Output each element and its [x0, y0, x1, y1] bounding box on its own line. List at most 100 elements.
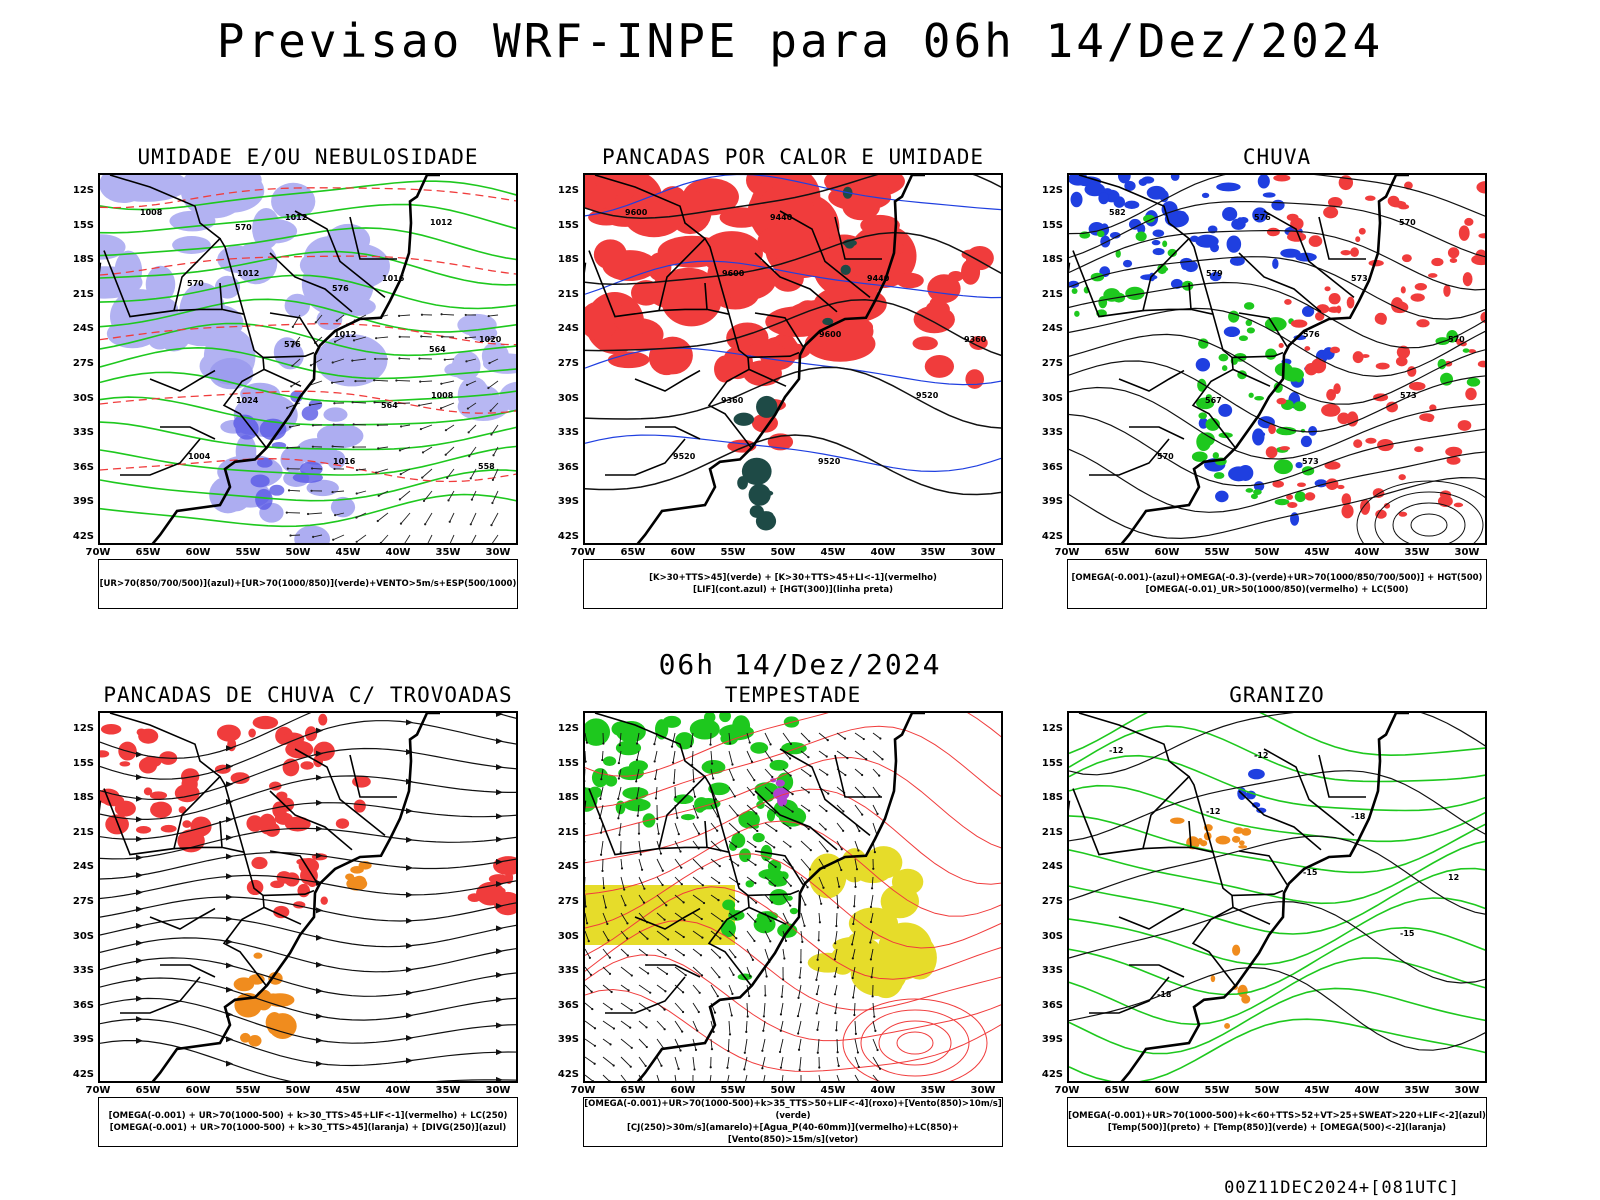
- panel-tempestade: TEMPESTADE 12S 15S 18S 21S 24S 27S 30S 33S 36S 39S…: [558, 683, 1013, 1153]
- lat-tick-label: 12S: [1041, 185, 1063, 196]
- main-title: Previsao WRF-INPE para 06h 14/Dez/2024: [216, 14, 1384, 68]
- low-rings-red: [842, 998, 988, 1081]
- map-graphic: 1008 1012 1012 1008 1004 1012 1016 1020 1024 1016…: [100, 175, 516, 543]
- contour-label: 1008: [140, 208, 163, 217]
- legend-box: [UR>70(850/700/500)](azul)+[UR>70(1000/8…: [98, 559, 518, 609]
- contour-label: 1004: [188, 452, 211, 461]
- map-graphic: -12 -12 -15 -15 -18 -12 -18 12: [1069, 713, 1485, 1081]
- lon-tick-label: 45W: [1304, 1085, 1330, 1096]
- lon-tick-label: 65W: [135, 547, 161, 558]
- political-borders: [1072, 175, 1366, 476]
- panel-pancadas-calor: PANCADAS POR CALOR E UMIDADE 9600 9600 9600…: [558, 145, 1013, 615]
- political-borders: [588, 713, 882, 1014]
- contour-label: -12: [1206, 807, 1220, 816]
- lon-tick-label: 55W: [235, 1085, 261, 1096]
- height-500-contours: [1069, 175, 1485, 540]
- contour-label: 1016: [333, 457, 356, 466]
- lat-tick-label: 12S: [72, 185, 94, 196]
- contour-label: 9520: [916, 391, 939, 400]
- panel-title: PANCADAS POR CALOR E UMIDADE: [601, 145, 984, 169]
- thickness-contours: [100, 187, 516, 483]
- lon-tick-label: 45W: [820, 547, 846, 558]
- contour-label: 564: [381, 401, 398, 410]
- lon-tick-label: 60W: [670, 547, 696, 558]
- map-frame: 582 579 576 573 570 576 573 570 567 573 570: [1067, 173, 1487, 545]
- lat-tick-label: 42S: [557, 531, 579, 542]
- lon-tick-label: 70W: [1054, 1085, 1080, 1096]
- contour-label: 567: [1205, 396, 1222, 405]
- contour-label: 579: [1206, 269, 1223, 278]
- map-graphic: 9600 9600 9600 9520 9520 9440 9440 9360 9360 9520: [585, 175, 1001, 543]
- lat-tick-label: 39S: [72, 496, 94, 508]
- contour-label: 9440: [770, 213, 793, 222]
- contour-label: -15: [1400, 929, 1415, 938]
- lat-tick-label: 18S: [1041, 254, 1063, 266]
- coastline: [585, 713, 925, 1081]
- lat-tick-label: 12S: [557, 723, 579, 734]
- instability-red-east: [889, 242, 994, 309]
- hail-orange-area: [1170, 817, 1252, 850]
- contour-label: 9360: [721, 396, 744, 405]
- legend-line: [UR>70(850/700/500)](azul)+[UR>70(1000/8…: [99, 579, 517, 589]
- lat-tick-label: 42S: [1041, 531, 1063, 542]
- lon-tick-label: 30W: [1454, 547, 1480, 558]
- lat-tick-label: 18S: [72, 254, 94, 266]
- lon-tick-label: 55W: [720, 1085, 746, 1096]
- lat-tick-label: 42S: [72, 1069, 94, 1080]
- lat-tick-label: 24S: [1041, 323, 1063, 335]
- legend-line: [OMEGA(-0.001)+UR>70(1000-500)+k<60+TTS>…: [1068, 1111, 1486, 1121]
- lon-tick-label: 40W: [1354, 547, 1380, 558]
- contour-label: 9520: [673, 452, 696, 461]
- map-graphic: 582 579 576 573 570 576 573 570 567 573 570: [1069, 175, 1485, 543]
- panel-title: GRANIZO: [1229, 683, 1325, 707]
- legend-box: [K>30+TTS>45](verde) + [K>30+TTS>45+LI<-…: [583, 559, 1003, 609]
- lat-tick-label: 21S: [72, 826, 94, 838]
- height-labels: 582 579 576 573 570 576 573 570 567 573 570: [1109, 208, 1465, 466]
- lat-tick-label: 15S: [1041, 757, 1063, 769]
- map-frame: [98, 711, 518, 1083]
- lon-tick-label: 50W: [285, 547, 311, 558]
- lon-tick-label: 55W: [1204, 1085, 1230, 1096]
- contour-label: -12: [1109, 746, 1123, 755]
- contour-label: 1012: [237, 269, 259, 278]
- panel-title: CHUVA: [1242, 145, 1312, 169]
- streamlines-250: [100, 713, 516, 1081]
- lat-tick-label: 12S: [72, 723, 94, 734]
- legend-line: [LIF](cont.azul) + [HGT(300)](linha pret…: [692, 585, 894, 595]
- thunderstorm-orange-coast: [345, 861, 372, 891]
- lat-tick-label: 12S: [557, 185, 579, 196]
- lat-tick-label: 39S: [557, 496, 579, 508]
- lon-tick-label: 70W: [570, 1085, 596, 1096]
- lon-tick-label: 65W: [620, 1085, 646, 1096]
- panel-chuva: CHUVA 582 579 576 573 570 576 573 570 567 573 570 12…: [1042, 145, 1497, 615]
- lon-tick-label: 60W: [185, 1085, 211, 1096]
- lat-tick-label: 33S: [557, 965, 579, 977]
- omega-green-area: [1191, 302, 1315, 506]
- coastline: [585, 175, 925, 543]
- contour-label: 558: [478, 462, 495, 471]
- lat-tick-label: 27S: [1041, 896, 1063, 907]
- precip-water-contours: [585, 713, 1001, 1072]
- lon-tick-label: 30W: [1454, 1085, 1480, 1096]
- lat-tick-label: 15S: [557, 219, 579, 231]
- legend-line: [OMEGA(-0.001) + UR>70(1000-500) + k>30_…: [109, 1123, 507, 1133]
- lat-tick-label: 12S: [1041, 723, 1063, 734]
- lat-tick-label: 42S: [557, 1069, 579, 1080]
- coastline: [1069, 713, 1409, 1081]
- thunderstorm-red-area: [100, 713, 371, 853]
- legend-box: [OMEGA(-0.001)+UR>70(1000-500)+k<60+TTS>…: [1067, 1097, 1487, 1147]
- temperature-labels: -12 -12 -15 -15 -18 -12 -18 12: [1109, 746, 1459, 999]
- wind-vectors: [285, 313, 499, 543]
- lat-tick-label: 27S: [557, 896, 579, 907]
- lon-tick-label: 70W: [85, 1085, 111, 1096]
- thunderstorm-red-central: [246, 853, 328, 919]
- coastline: [100, 175, 440, 543]
- lat-tick-label: 18S: [72, 792, 94, 804]
- contour-label: 1008: [431, 391, 454, 400]
- legend-line: [OMEGA(-0.01)_UR>50(1000/850)(vermelho) …: [1145, 585, 1409, 595]
- lon-tick-label: 30W: [970, 547, 996, 558]
- lat-tick-label: 39S: [1041, 496, 1063, 508]
- lon-tick-label: 65W: [1104, 547, 1130, 558]
- contour-label: 573: [1302, 457, 1319, 466]
- political-borders: [1072, 713, 1366, 1014]
